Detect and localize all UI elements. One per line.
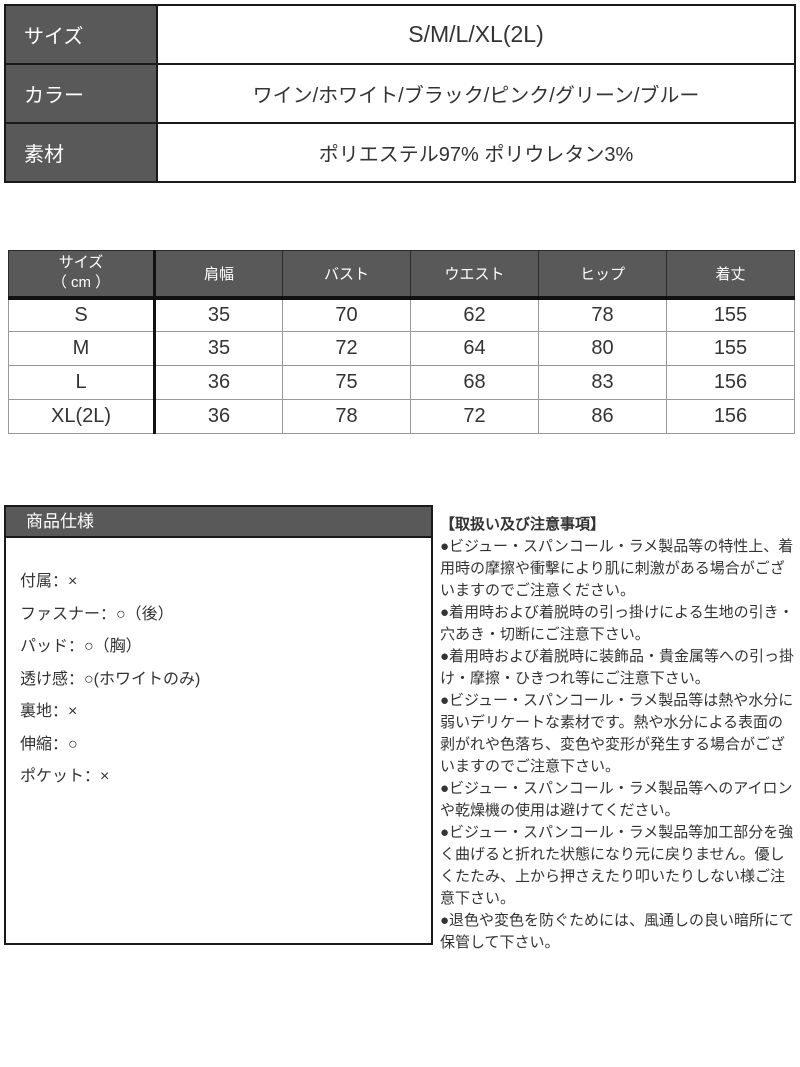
row-label: XL(2L)	[8, 399, 156, 434]
cell: 64	[410, 331, 539, 366]
note-item: ●着用時および着脱時に装飾品・貴金属等への引っ掛け・摩擦・ひきつれ等にご注意下さ…	[440, 648, 795, 687]
cell: 70	[282, 297, 411, 332]
cell: 62	[410, 297, 539, 332]
spec-line-pocket: ポケット：×	[20, 768, 110, 785]
material-row-label: 素材	[4, 122, 158, 183]
size-chart-corner-header: サイズ （ cm ）	[8, 250, 156, 300]
cell: 86	[538, 399, 667, 434]
cell: 35	[154, 331, 283, 366]
material-row-value: ポリエステル97% ポリウレタン3%	[156, 122, 796, 183]
col-header-shoulder: 肩幅	[154, 250, 283, 300]
size-chart-header-row: サイズ （ cm ） 肩幅 バスト ウエスト ヒップ 着丈	[8, 250, 795, 300]
table-row: サイズ S/M/L/XL(2L)	[4, 4, 796, 65]
cell: 83	[538, 365, 667, 400]
color-row-label: カラー	[4, 63, 158, 124]
note-item: ●退色や変色を防ぐためには、風通しの良い暗所にて保管して下さい。	[440, 912, 795, 951]
size-row-value: S/M/L/XL(2L)	[156, 4, 796, 65]
note-item: ●ビジュー・スパンコール・ラメ製品等は熱や水分に弱いデリケートな素材です。熱や水…	[440, 692, 794, 775]
cell: 78	[282, 399, 411, 434]
spec-line-lining: 裏地：×	[20, 703, 78, 720]
cell: 155	[666, 331, 795, 366]
cell: 68	[410, 365, 539, 400]
cell: 78	[538, 297, 667, 332]
row-label: M	[8, 331, 156, 366]
table-row-size-m: M 35 72 64 80 155	[8, 331, 795, 366]
table-row-size-s: S 35 70 62 78 155	[8, 297, 795, 332]
col-header-waist: ウエスト	[410, 250, 539, 300]
product-spec-list: 付属：× ファスナー：○（後） パッド：○（胸） 透け感：○(ホワイトのみ) 裏…	[6, 538, 431, 794]
row-label: S	[8, 297, 156, 332]
size-measurement-table: サイズ （ cm ） 肩幅 バスト ウエスト ヒップ 着丈 S 35 70 62…	[8, 250, 795, 434]
col-header-hip: ヒップ	[538, 250, 667, 300]
spec-line-stretch: 伸縮：○	[20, 735, 78, 753]
corner-line2: （ cm ）	[51, 274, 111, 292]
cell: 75	[282, 365, 411, 400]
table-row: 素材 ポリエステル97% ポリウレタン3%	[4, 122, 796, 183]
note-item: ●ビジュー・スパンコール・ラメ製品等加工部分を強く曲げると折れた状態になり元に戻…	[440, 824, 794, 907]
cell: 156	[666, 399, 795, 434]
spec-line-sheerness: 透け感：○(ホワイトのみ)	[20, 670, 201, 688]
col-header-bust: バスト	[282, 250, 411, 300]
col-header-length: 着丈	[666, 250, 795, 300]
cell: 36	[154, 399, 283, 434]
product-attribute-table: サイズ S/M/L/XL(2L) カラー ワイン/ホワイト/ブラック/ピンク/グ…	[4, 4, 796, 183]
row-label: L	[8, 365, 156, 400]
spec-line-accessory: 付属：×	[20, 573, 78, 590]
color-row-value: ワイン/ホワイト/ブラック/ピンク/グリーン/ブルー	[156, 63, 796, 124]
product-spec-box: 商品仕様 付属：× ファスナー：○（後） パッド：○（胸） 透け感：○(ホワイト…	[4, 505, 433, 945]
cell: 155	[666, 297, 795, 332]
handling-notes-title: 【取扱い及び注意事項】	[440, 516, 606, 533]
cell: 36	[154, 365, 283, 400]
cell: 72	[410, 399, 539, 434]
spec-line-fastener: ファスナー：○（後）	[20, 605, 174, 623]
cell: 72	[282, 331, 411, 366]
note-item: ●着用時および着脱時の引っ掛けによる生地の引き・穴あき・切断にご注意下さい。	[440, 604, 794, 643]
cell: 156	[666, 365, 795, 400]
corner-line1: サイズ	[58, 254, 104, 272]
cell: 80	[538, 331, 667, 366]
note-item: ●ビジュー・スパンコール・ラメ製品等の特性上、着用時の摩擦や衝撃により肌に刺激が…	[440, 538, 794, 599]
table-row-size-l: L 36 75 68 83 156	[8, 365, 795, 400]
table-row: カラー ワイン/ホワイト/ブラック/ピンク/グリーン/ブルー	[4, 63, 796, 124]
note-item: ●ビジュー・スパンコール・ラメ製品等へのアイロンや乾燥機の使用は避けてください。	[440, 780, 793, 819]
handling-notes: 【取扱い及び注意事項】 ●ビジュー・スパンコール・ラメ製品等の特性上、着用時の摩…	[440, 514, 797, 954]
spec-line-pad: パッド：○（胸）	[20, 638, 142, 655]
table-row-size-xl: XL(2L) 36 78 72 86 156	[8, 399, 795, 434]
size-row-label: サイズ	[4, 4, 158, 65]
product-spec-title: 商品仕様	[6, 507, 431, 538]
cell: 35	[154, 297, 283, 332]
